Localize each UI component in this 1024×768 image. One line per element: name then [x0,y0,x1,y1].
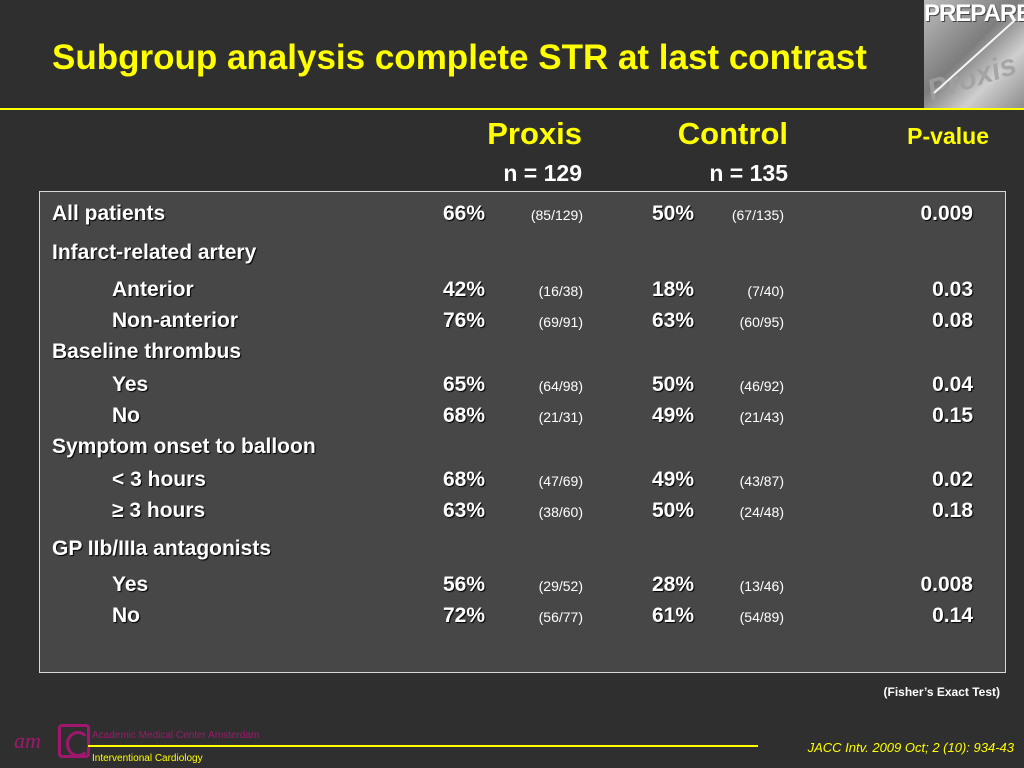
p-value: 0.18 [932,499,973,522]
group-label: Infarct-related artery [52,241,257,264]
proxis-fraction: (64/98) [538,378,583,394]
footer-divider [88,745,758,747]
p-value: 0.04 [932,373,973,396]
control-fraction: (46/92) [739,378,784,394]
subgroup-label: ≥ 3 hours [112,499,206,522]
group-label: GP IIb/IIIa antagonists [52,537,271,560]
p-value: 0.008 [920,573,973,596]
title-divider [0,108,1024,110]
proxis-percent: 56% [443,573,486,596]
department-name: Interventional Cardiology [92,753,203,764]
proxis-percent: 72% [443,604,486,627]
control-fraction: (67/135) [731,207,784,223]
control-fraction: (13/46) [739,578,784,594]
results-table: All patients 66% (85/129) 50% (67/135) 0.009 I… [39,191,1006,673]
proxis-fraction: (69/91) [538,314,583,330]
amc-logo-mark [58,724,90,758]
proxis-percent: 42% [443,278,486,301]
proxis-percent: 68% [443,468,486,491]
subgroup-label: Non-anterior [112,309,238,332]
p-value: 0.02 [932,468,973,491]
proxis-percent: 76% [443,309,486,332]
subgroup-label: No [112,404,140,427]
proxis-header: Proxis [487,116,582,151]
proxis-n: n = 129 [503,160,582,186]
p-value: 0.08 [932,309,973,332]
p-value: 0.15 [932,404,973,427]
group-label: All patients [52,202,166,225]
control-percent: 61% [652,604,695,627]
control-fraction: (7/40) [747,283,784,299]
proxis-fraction: (47/69) [538,473,583,489]
group-label: Symptom onset to balloon [52,435,316,458]
control-fraction: (54/89) [739,609,784,625]
control-percent: 28% [652,573,695,596]
slide-title: Subgroup analysis complete STR at last c… [52,38,867,77]
control-header: Control [677,116,788,151]
proxis-fraction: (85/129) [530,207,583,223]
control-percent: 49% [652,468,695,491]
prepare-logo-text: PREPARE [924,0,1024,27]
amc-logo: am [14,722,90,768]
control-fraction: (43/87) [739,473,784,489]
control-percent: 49% [652,404,695,427]
proxis-fraction: (21/31) [538,409,583,425]
proxis-fraction: (38/60) [538,504,583,520]
control-fraction: (21/43) [739,409,784,425]
statistical-test-note: (Fisher’s Exact Test) [883,685,1000,699]
control-fraction: (60/95) [739,314,784,330]
proxis-percent: 63% [443,499,486,522]
subgroup-label: No [112,604,140,627]
pvalue-header: P-value [907,123,989,149]
control-fraction: (24/48) [739,504,784,520]
control-percent: 63% [652,309,695,332]
control-percent: 18% [652,278,695,301]
control-percent: 50% [652,499,695,522]
subgroup-label: Yes [112,373,149,396]
p-value: 0.03 [932,278,973,301]
proxis-fraction: (29/52) [538,578,583,594]
control-percent: 50% [652,202,695,225]
proxis-fraction: (56/77) [538,609,583,625]
p-value: 0.14 [932,604,973,627]
journal-citation: JACC Intv. 2009 Oct; 2 (10): 934-43 [807,740,1014,755]
proxis-fraction: (16/38) [538,283,583,299]
group-label: Baseline thrombus [52,340,242,363]
proxis-percent: 65% [443,373,486,396]
control-n: n = 135 [709,160,788,186]
p-value: 0.009 [920,202,973,225]
institution-name: Academic Medical Center Amsterdam [92,730,260,741]
proxis-percent: 68% [443,404,486,427]
prepare-logo: PREPARE Proxis [924,0,1024,110]
amc-logo-text: am [14,728,41,753]
subgroup-label: Anterior [112,278,194,301]
subgroup-label: < 3 hours [112,468,206,491]
proxis-percent: 66% [443,202,486,225]
subgroup-label: Yes [112,573,149,596]
control-percent: 50% [652,373,695,396]
